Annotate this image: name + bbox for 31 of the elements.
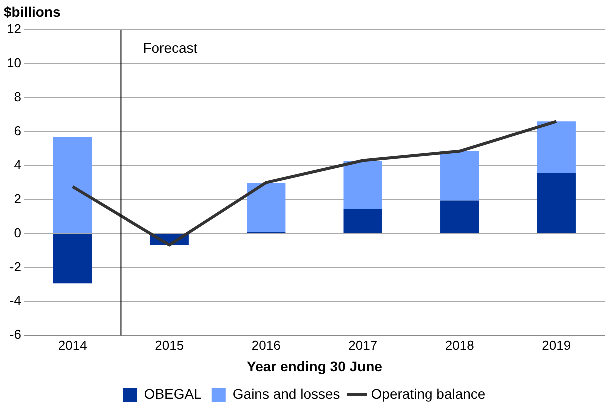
y-tick-label: -2: [10, 259, 22, 274]
x-tick-label: 2018: [445, 338, 474, 353]
x-tick-label: 2019: [542, 338, 572, 353]
y-tick-label: 0: [14, 225, 22, 240]
bar: [537, 122, 576, 173]
bar: [53, 136, 92, 234]
bar: [247, 183, 286, 232]
y-tick-label: 10: [6, 56, 22, 71]
x-tick-label: 2015: [155, 338, 184, 353]
bar: [53, 234, 92, 284]
x-tick-label: 2017: [348, 338, 378, 353]
y-tick-label: 8: [14, 89, 22, 104]
y-tick-label: 4: [14, 157, 22, 172]
y-tick-label: 12: [6, 22, 22, 37]
legend-label: OBEGAL: [144, 386, 202, 402]
y-axis-title: $billions: [4, 4, 61, 20]
bar: [440, 151, 480, 201]
ref-line-label: Forecast: [143, 40, 198, 56]
bar: [344, 161, 382, 210]
x-tick-label: 2016: [252, 338, 281, 353]
bar: [440, 200, 480, 234]
y-tick-label: 6: [14, 123, 22, 138]
y-tick-label: -4: [10, 293, 22, 308]
y-tick-label: -6: [10, 327, 22, 342]
legend-label: Gains and losses: [232, 386, 340, 402]
y-tick-label: 2: [14, 191, 22, 206]
x-axis-title: Year ending 30 June: [247, 358, 383, 374]
legend-label: Operating balance: [371, 386, 486, 402]
bar: [344, 209, 382, 234]
x-tick-label: 2014: [58, 338, 88, 353]
bar: [537, 172, 576, 234]
